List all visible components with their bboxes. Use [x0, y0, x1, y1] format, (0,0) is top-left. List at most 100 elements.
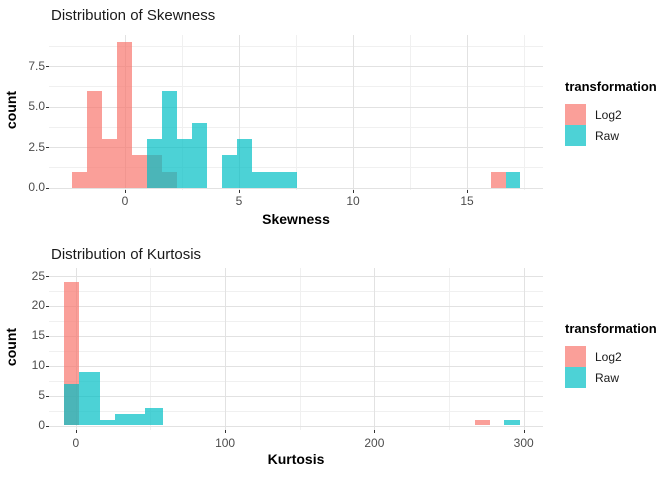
- legend-label: Raw: [595, 128, 620, 143]
- gridline-major-y: [49, 335, 543, 337]
- legend: transformation Log2 Raw: [565, 321, 670, 388]
- y-tick-label: 15: [31, 328, 45, 343]
- gridline-major-y: [49, 276, 543, 277]
- x-tick-mark: [467, 189, 468, 193]
- gridline-major-x: [353, 35, 354, 190]
- y-tick-mark: [45, 187, 49, 189]
- legend-item-raw: Raw: [565, 367, 670, 388]
- gridline-major-y: [49, 305, 543, 307]
- legend-label: Raw: [595, 370, 620, 385]
- histogram-bar-raw: [221, 155, 237, 188]
- y-tick-mark: [45, 66, 49, 68]
- legend-label: Log2: [595, 349, 622, 364]
- histogram-bar-raw: [505, 171, 520, 188]
- histogram-bar-log2: [86, 90, 102, 188]
- x-tick-label: 15: [460, 194, 474, 208]
- x-tick-mark: [353, 189, 354, 193]
- gridline-minor-y: [49, 410, 543, 412]
- legend-title: transformation: [565, 79, 657, 94]
- y-tick-mark: [45, 425, 49, 427]
- x-tick-mark: [75, 429, 77, 433]
- gridline-minor-x: [524, 35, 525, 190]
- y-tick-mark: [45, 305, 49, 307]
- legend-label: Log2: [595, 107, 622, 122]
- gridline-major-x: [467, 35, 468, 190]
- histogram-bar-raw: [146, 139, 162, 188]
- x-axis-title: Kurtosis: [267, 451, 325, 467]
- histogram-bar-raw: [145, 407, 163, 426]
- gridline-minor-x: [150, 268, 152, 430]
- x-tick-label: 300: [513, 436, 534, 450]
- plot-panel: [49, 268, 543, 430]
- gridline-major-y: [49, 66, 543, 68]
- histogram-bar-log2: [116, 41, 132, 188]
- legend-item-log2: Log2: [565, 346, 670, 367]
- gridline-major-y: [49, 425, 543, 427]
- legend-item-raw: Raw: [565, 125, 670, 146]
- gridline-major-y: [49, 187, 543, 189]
- x-tick-label: 0: [121, 194, 129, 208]
- x-axis-title: Skewness: [262, 211, 330, 227]
- y-tick-mark: [45, 147, 49, 149]
- x-tick-label: 0: [72, 436, 80, 450]
- y-tick-label: 2.5: [28, 139, 45, 154]
- gridline-minor-y: [49, 320, 543, 322]
- gridline-minor-y: [49, 350, 543, 352]
- legend: transformation Log2 Raw: [565, 79, 670, 146]
- gridline-minor-x: [299, 268, 301, 430]
- chart-title: Distribution of Skewness: [51, 7, 216, 24]
- y-tick-mark: [45, 365, 49, 367]
- gridline-minor-x: [410, 35, 411, 190]
- y-axis-title: count: [3, 327, 19, 367]
- histogram-bar-raw: [99, 419, 116, 426]
- gridline-major-x: [374, 268, 376, 430]
- gridline-major-y: [49, 147, 543, 149]
- histogram-bar-raw: [236, 139, 252, 188]
- gridline-major-y: [49, 365, 543, 367]
- legend-item-log2: Log2: [565, 104, 670, 125]
- x-tick-label: 5: [235, 194, 243, 208]
- histogram-bar-raw: [161, 90, 177, 188]
- legend-title: transformation: [565, 321, 657, 336]
- y-tick-label: 0.0: [28, 180, 45, 195]
- gridline-minor-x: [296, 35, 297, 190]
- gridline-major-x: [225, 268, 227, 430]
- gridline-minor-y: [49, 380, 543, 382]
- y-tick-mark: [45, 106, 49, 108]
- y-tick-label: 10: [31, 358, 45, 373]
- gridline-major-x: [523, 268, 525, 430]
- histogram-bar-log2: [490, 171, 506, 188]
- x-tick-mark: [523, 429, 525, 433]
- gridline-major-x: [239, 35, 240, 190]
- y-tick-label: 5.0: [28, 99, 45, 114]
- histogram-bar-raw: [251, 171, 297, 188]
- log2-color-swatch: [565, 104, 586, 125]
- y-tick-label: 5: [38, 388, 45, 403]
- histogram-bar-raw: [176, 139, 192, 188]
- y-tick-label: 25: [31, 268, 45, 283]
- gridline-minor-x: [182, 35, 183, 190]
- histogram-bar-log2: [71, 171, 87, 188]
- y-tick-mark: [45, 276, 49, 277]
- histogram-bar-raw: [191, 122, 207, 188]
- raw-color-swatch: [565, 367, 586, 388]
- gridline-minor-y: [49, 290, 543, 292]
- y-tick-mark: [45, 335, 49, 337]
- y-tick-label: 20: [31, 298, 45, 313]
- histogram-bar-log2: [475, 419, 490, 426]
- x-tick-mark: [239, 189, 240, 193]
- histogram-bar-log2: [101, 139, 117, 188]
- x-tick-label: 10: [346, 194, 360, 208]
- x-tick-mark: [374, 429, 376, 433]
- gridline-minor-x: [449, 268, 451, 430]
- histogram-bar-raw: [115, 413, 146, 426]
- x-tick-label: 200: [364, 436, 385, 450]
- raw-color-swatch: [565, 125, 586, 146]
- histogram-bar-raw: [78, 371, 100, 426]
- histogram-bar-raw: [504, 419, 520, 426]
- chart-title: Distribution of Kurtosis: [51, 246, 202, 263]
- y-tick-label: 0: [38, 418, 45, 432]
